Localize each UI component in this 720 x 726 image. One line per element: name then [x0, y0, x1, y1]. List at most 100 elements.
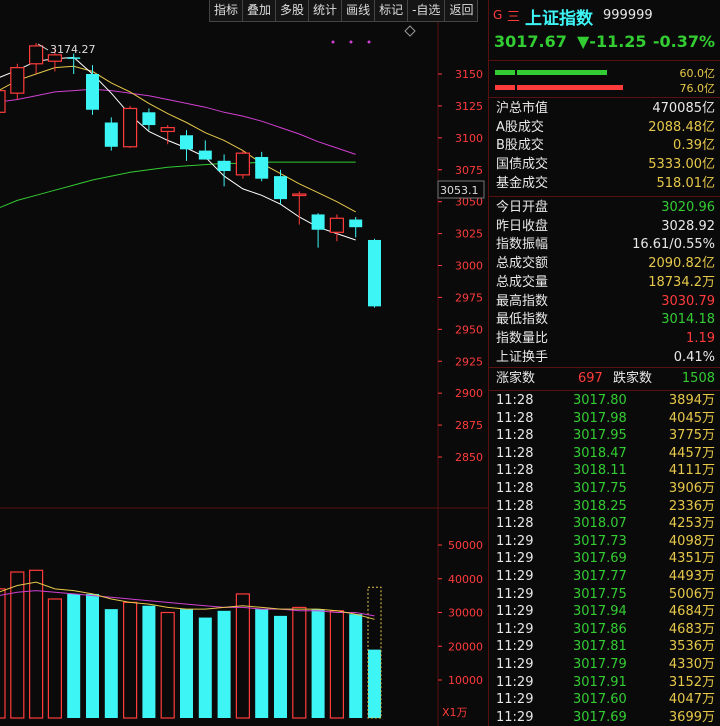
volume-bar[interactable] [29, 569, 44, 719]
tick-time: 11:29 [496, 639, 534, 655]
kline-chart-panel[interactable]: 指标 叠加 多股 统计 画线 标记 -自选 返回 3150 3125 3100 307… [0, 0, 488, 726]
chart-toolbar: 指标 叠加 多股 统计 画线 标记 -自选 返回 [209, 0, 479, 22]
volume-bar[interactable] [329, 610, 344, 719]
volume-ma10-line [0, 590, 375, 617]
index-stat-row-label: 总成交量 [496, 274, 549, 290]
quote-info-panel: G 三 上证指数 999999 3017.67 ▼-11.25 -0.37% 6… [488, 0, 720, 726]
volume-bar[interactable] [10, 571, 25, 719]
down-ratio-bar [517, 85, 623, 90]
down-count-value: 1508 [681, 371, 715, 386]
tick-time: 11:28 [496, 410, 534, 426]
toolbar-back-button[interactable]: 返回 [444, 0, 479, 22]
candle-body[interactable] [180, 135, 193, 150]
toolbar-multistock-button[interactable]: 多股 [275, 0, 310, 22]
g-icon[interactable]: G [493, 8, 503, 22]
volume-bar[interactable] [274, 615, 287, 718]
tick-row[interactable]: 11:29 3017.60 4047万 [489, 691, 720, 709]
tick-row[interactable]: 11:28 3018.25 2336万 [489, 498, 720, 516]
diamond-icon[interactable] [404, 25, 416, 37]
volume-bar[interactable] [67, 593, 81, 718]
tick-row[interactable]: 11:29 3017.91 3152万 [489, 674, 720, 692]
tick-time: 11:29 [496, 657, 534, 672]
volume-bar[interactable] [292, 606, 307, 719]
tick-price: 3018.47 [573, 445, 627, 461]
up-ratio-bar-left [495, 70, 515, 75]
tick-row[interactable]: 11:28 3018.07 4253万 [489, 515, 720, 533]
tick-row[interactable]: 11:29 3017.69 4351万 [489, 550, 720, 568]
tick-vol: 3906万 [668, 481, 715, 496]
candle-body[interactable] [198, 150, 212, 160]
candle-body[interactable] [10, 67, 25, 94]
volume-axis-label: 10000 [448, 674, 483, 687]
candle-body[interactable] [142, 112, 156, 126]
volume-bar[interactable] [160, 611, 175, 719]
tick-row[interactable]: 11:29 3017.79 4330万 [489, 656, 720, 674]
candle-body[interactable] [47, 54, 63, 62]
candle-body[interactable] [292, 193, 307, 197]
volume-bar[interactable] [311, 609, 325, 718]
tick-row[interactable]: 11:28 3017.80 3894万 [489, 392, 720, 410]
index-stat-row-label: 总成交额 [496, 256, 549, 272]
toolbar-draw-button[interactable]: 画线 [341, 0, 376, 22]
tick-row[interactable]: 11:29 3017.77 4493万 [489, 568, 720, 586]
candle-body[interactable] [86, 74, 99, 110]
tick-time: 11:29 [496, 533, 534, 549]
tick-row[interactable]: 11:29 3017.69 3699万 [489, 709, 720, 726]
volume-bar[interactable] [198, 617, 212, 718]
kline-svg[interactable]: 3150 3125 3100 3075 3050 3025 3000 2975 2950 2925… [0, 0, 488, 726]
volume-bar[interactable] [255, 609, 269, 718]
tick-row[interactable]: 11:29 3017.94 4684万 [489, 603, 720, 621]
candle-body[interactable] [0, 89, 6, 113]
volume-bar[interactable] [122, 601, 138, 719]
index-stat-row: 上证换手 0.41% [489, 349, 720, 367]
volume-bar[interactable] [104, 609, 118, 718]
index-stat-row-value: 3030.79 [661, 293, 715, 309]
candle-body[interactable] [235, 152, 250, 176]
volume-bar[interactable] [180, 609, 193, 718]
tick-row[interactable]: 11:28 3018.47 4457万 [489, 445, 720, 463]
volume-bar[interactable] [217, 610, 231, 718]
menu-icon[interactable]: 三 [507, 10, 521, 25]
tick-row[interactable]: 11:28 3017.98 4045万 [489, 410, 720, 428]
candle-body[interactable] [311, 214, 325, 230]
candle-body[interactable] [255, 156, 269, 179]
tick-row[interactable]: 11:29 3017.75 5006万 [489, 586, 720, 604]
candle-body[interactable] [160, 127, 175, 133]
toolbar-indicator-button[interactable]: 指标 [209, 0, 244, 22]
tick-row[interactable]: 11:28 3017.95 3775万 [489, 427, 720, 445]
candle-body[interactable] [217, 160, 231, 172]
candle-body[interactable] [67, 57, 81, 59]
volume-bar[interactable] [235, 593, 250, 719]
toolbar-remove-watchlist-button[interactable]: -自选 [407, 0, 446, 22]
candle-body[interactable] [29, 45, 44, 65]
candle-body[interactable] [368, 239, 381, 307]
candle-body[interactable] [329, 217, 344, 233]
candle-body[interactable] [122, 107, 138, 148]
tick-row[interactable]: 11:29 3017.81 3536万 [489, 638, 720, 656]
tick-row[interactable]: 11:29 3017.73 4098万 [489, 533, 720, 551]
toolbar-mark-button[interactable]: 标记 [374, 0, 409, 22]
volume-bar[interactable] [368, 649, 381, 718]
price-axis-label: 2925 [455, 355, 483, 368]
candle-body[interactable] [104, 122, 118, 147]
volume-bar[interactable] [47, 598, 63, 719]
tick-row[interactable]: 11:28 3017.75 3906万 [489, 480, 720, 498]
current-price-text: 3053.1 [440, 184, 479, 197]
index-stat-row-value: 18734.2万 [648, 274, 715, 290]
tick-row[interactable]: 11:29 3017.86 4683万 [489, 621, 720, 639]
current-price-tag: 3053.1 [437, 180, 485, 199]
up-count-value: 697 [578, 371, 603, 386]
candle-body[interactable] [274, 176, 287, 200]
breadth-row: 涨家数 697 跌家数 1508 [489, 370, 720, 388]
volume-bar[interactable] [349, 614, 363, 718]
tick-vol: 3152万 [668, 674, 715, 690]
market-stat-row-label: 沪总市值 [496, 101, 549, 116]
tick-vol: 3894万 [668, 393, 715, 408]
candle-body[interactable] [349, 219, 363, 228]
price-axis-label: 2850 [455, 451, 483, 464]
volume-bar[interactable] [142, 605, 156, 718]
tick-row[interactable]: 11:28 3018.11 4111万 [489, 462, 720, 480]
volume-bar[interactable] [86, 593, 99, 718]
volume-bar[interactable] [0, 588, 6, 719]
price-axis-label: 2900 [455, 387, 483, 400]
